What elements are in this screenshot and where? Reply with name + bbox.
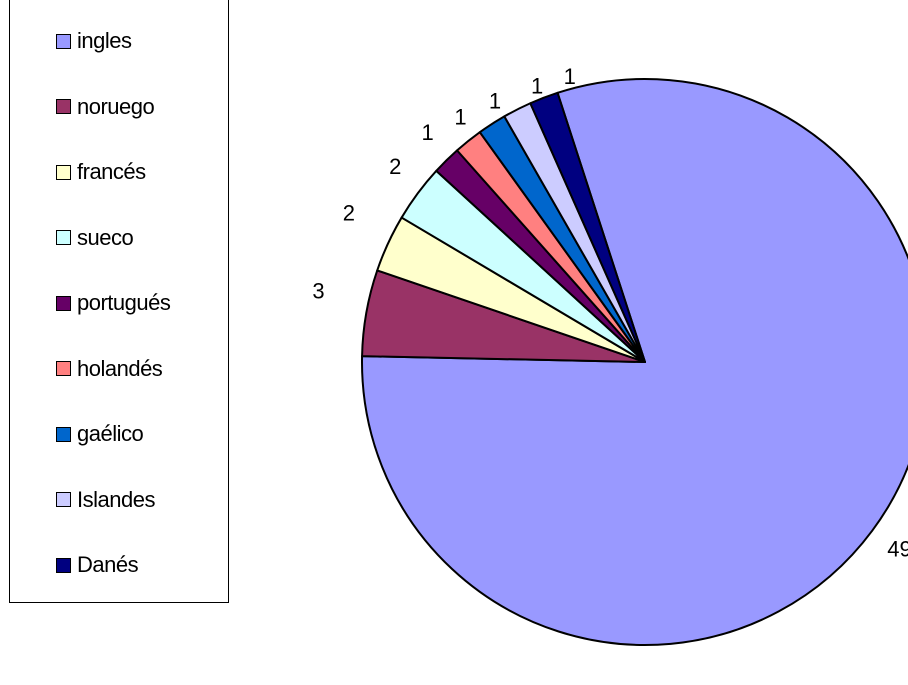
legend-item: noruego <box>56 93 155 120</box>
legend-swatch <box>56 230 71 245</box>
legend-item: Islandes <box>56 487 155 513</box>
legend-swatch <box>56 33 71 49</box>
legend-swatch <box>56 361 71 376</box>
legend-swatch <box>56 164 71 180</box>
pie-data-label: 1 <box>564 64 576 89</box>
pie-data-label: 1 <box>531 74 543 99</box>
legend-label: holandés <box>77 355 163 381</box>
pie-data-label: 2 <box>389 154 401 179</box>
chart-legend: ingles noruego francés sueco portugués holand… <box>9 0 229 603</box>
legend-swatch <box>56 492 71 507</box>
legend-swatch <box>56 295 71 311</box>
legend-label: ingles <box>77 28 132 53</box>
legend-item: ingles <box>56 28 132 54</box>
pie-data-label: 3 <box>312 279 324 304</box>
pie-data-label: 1 <box>489 89 501 114</box>
legend-label: portugués <box>77 290 171 315</box>
pie-data-label: 2 <box>343 201 355 226</box>
pie-data-label: 1 <box>421 120 433 145</box>
legend-item: holandés <box>56 355 163 382</box>
legend-swatch <box>56 426 71 442</box>
legend-swatch <box>56 557 71 573</box>
legend-label: Danés <box>77 552 139 577</box>
pie-data-label: 49 <box>887 537 908 562</box>
pie-data-label: 1 <box>454 105 466 130</box>
legend-label: noruego <box>77 93 155 119</box>
legend-label: francés <box>77 159 146 184</box>
legend-item: sueco <box>56 224 134 251</box>
legend-item: francés <box>56 159 146 185</box>
legend-item: gaélico <box>56 421 144 447</box>
legend-label: gaélico <box>77 421 144 446</box>
legend-label: sueco <box>77 224 134 250</box>
pie-slices <box>361 78 908 646</box>
legend-swatch <box>56 99 71 114</box>
legend-item: portugués <box>56 290 171 316</box>
pie-slice <box>529 91 646 363</box>
legend-label: Islandes <box>77 486 155 512</box>
legend-item: Danés <box>56 552 139 578</box>
